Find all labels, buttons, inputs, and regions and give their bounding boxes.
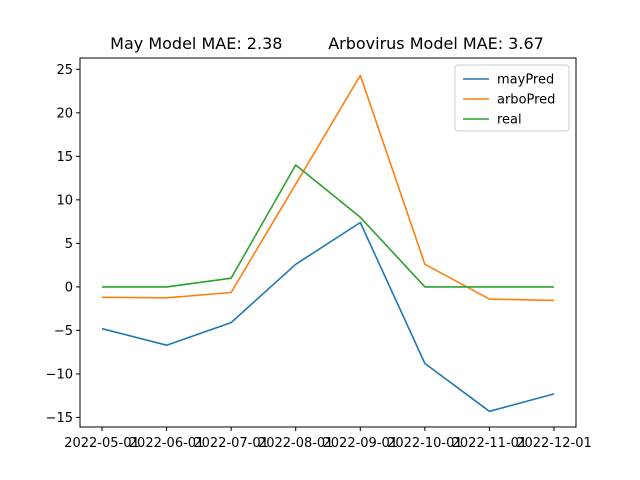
x-tick-label: 2022-07-01 <box>193 436 269 451</box>
x-tick-label: 2022-12-01 <box>516 436 592 451</box>
x-tick-label: 2022-08-01 <box>258 436 334 451</box>
x-tick-label: 2022-10-01 <box>387 436 463 451</box>
legend-box <box>454 64 570 132</box>
x-axis: 2022-05-012022-06-012022-07-012022-08-01… <box>64 427 592 451</box>
y-axis: −15 −10 −5 0 5 10 15 20 25 <box>46 63 80 426</box>
y-tick-label: 10 <box>56 193 73 208</box>
legend: mayPred arboPred real <box>454 64 570 132</box>
series-line-mayPred <box>101 221 555 413</box>
legend-label-arboPred: arboPred <box>497 93 555 108</box>
y-tick-label: −15 <box>46 411 73 426</box>
y-tick-label: −10 <box>46 367 73 382</box>
y-tick-label: −5 <box>54 324 73 339</box>
x-tick-label: 2022-05-01 <box>64 436 140 451</box>
plot-area-frame <box>79 57 577 428</box>
y-tick-label: 25 <box>56 63 73 78</box>
series-line-arboPred <box>101 74 555 302</box>
legend-label-real: real <box>497 113 522 128</box>
series-lines <box>101 74 555 413</box>
y-tick-label: 5 <box>65 237 73 252</box>
y-tick-label: 20 <box>56 106 73 121</box>
series-line-real <box>102 164 554 288</box>
chart-title: May Model MAE: 2.38 Arbovirus Model MAE:… <box>110 34 544 53</box>
x-tick-label: 2022-09-01 <box>323 436 399 451</box>
x-tick-label: 2022-06-01 <box>129 436 205 451</box>
y-tick-label: 15 <box>56 150 73 165</box>
legend-label-mayPred: mayPred <box>497 73 554 88</box>
x-tick-label: 2022-11-01 <box>452 436 528 451</box>
y-tick-label: 0 <box>65 280 73 295</box>
